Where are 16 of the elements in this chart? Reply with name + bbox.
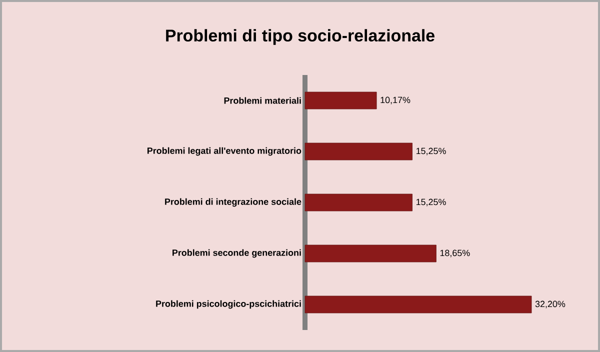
data-label: 15,25% bbox=[416, 198, 446, 206]
bar bbox=[304, 92, 377, 110]
y-tick-label: Problemi di integrazione sociale bbox=[165, 198, 302, 207]
bar bbox=[304, 296, 532, 314]
y-tick-label: Problemi seconde generazioni bbox=[172, 249, 301, 258]
y-tick-label: Problemi psicologico-pscichiatrici bbox=[156, 300, 301, 309]
y-tick-label: Problemi materiali bbox=[224, 97, 301, 104]
bar bbox=[304, 142, 412, 160]
bar bbox=[304, 194, 412, 212]
data-label: 32,20% bbox=[535, 300, 566, 308]
bar bbox=[304, 244, 436, 262]
chart-title: Problemi di tipo socio-relazionale bbox=[166, 29, 434, 45]
data-label: 15,25% bbox=[416, 148, 446, 156]
data-label: 10,17% bbox=[380, 96, 410, 104]
data-label: 18,65% bbox=[440, 250, 470, 258]
y-tick-label: Problemi legati all'evento migratorio bbox=[147, 147, 302, 156]
